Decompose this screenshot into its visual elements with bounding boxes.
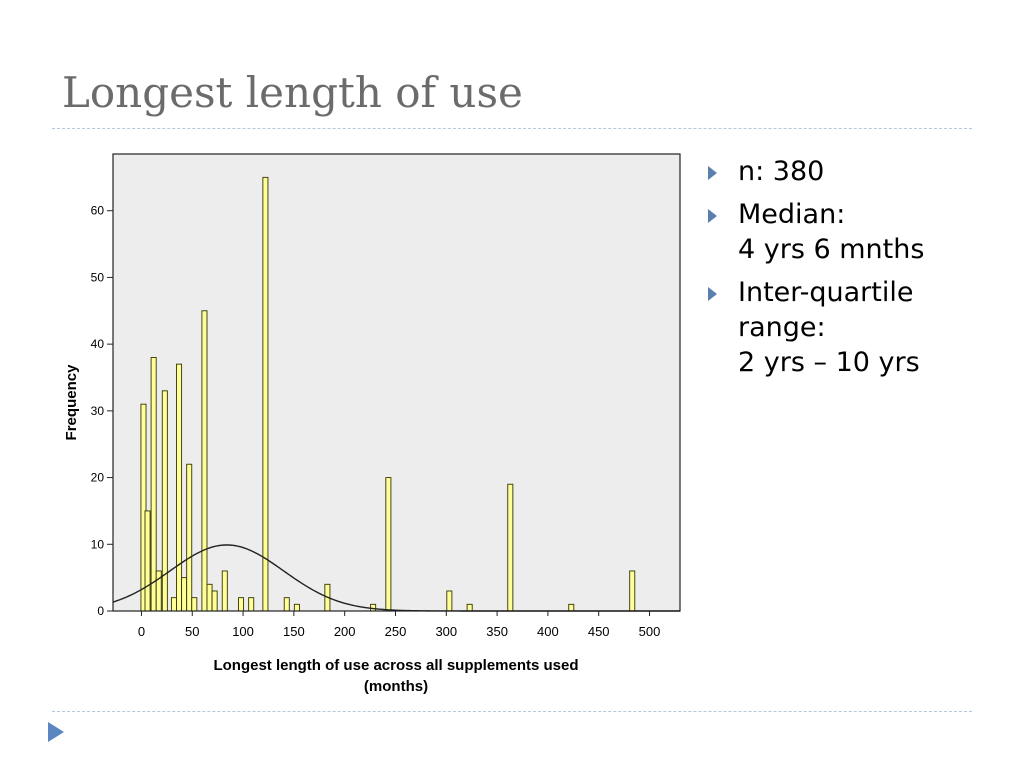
histogram-bar [293,603,300,612]
histogram-bar [150,357,157,612]
x-tick-label: 300 [435,624,457,639]
bullet-line: 4 yrs 6 mnths [738,234,925,265]
bullet-arrow-icon [708,209,717,223]
histogram-bar [181,577,188,612]
histogram-bar [238,597,245,612]
y-tick-label: 20 [91,471,105,485]
histogram-bar [466,603,473,612]
x-axis-label-line-1: Longest length of use across all supplem… [213,657,578,674]
y-tick-label: 40 [91,337,105,351]
x-tick-label: 150 [283,624,305,639]
bullet-line: Inter-quartile [738,277,914,308]
histogram-bar [221,570,228,612]
histogram-bar [176,363,183,612]
histogram-bar [385,477,392,612]
y-tick-label: 10 [91,537,105,551]
histogram-bar [283,597,290,612]
x-tick-label: 50 [185,624,199,639]
histogram-bar [507,483,514,612]
bullet-line: n: 380 [738,156,825,187]
x-tick-label: 350 [486,624,508,639]
histogram-bar [161,390,168,612]
x-tick-label: 100 [232,624,254,639]
slide-nav-arrow-icon[interactable] [48,722,64,742]
bullet-line: range: [738,312,826,343]
footer-divider [52,711,972,712]
x-tick-label: 0 [138,624,145,639]
bullet-arrow-icon [708,166,717,180]
bullet-n: n: 380 [708,154,1008,189]
slide-title: Longest length of use [62,68,523,117]
histogram-bar [206,583,213,612]
summary-bullet-list: n: 380 Median: 4 yrs 6 mnths Inter-quart… [708,154,1008,388]
y-tick-label: 0 [97,604,104,618]
plot-frame [112,153,681,612]
x-tick-label: 400 [537,624,559,639]
x-tick-label: 450 [588,624,610,639]
histogram-bar [248,597,255,612]
histogram-bar [144,510,151,612]
y-tick-label: 60 [91,204,105,218]
y-tick-label: 30 [91,404,105,418]
plot-area [113,154,680,611]
x-tick-label: 200 [334,624,356,639]
bullet-line: Median: [738,199,846,230]
histogram-bar [629,570,636,612]
axes-layer: 0 50 100 150 200 250 300 350 400 450 500 0 10 20 30 40 5… [91,204,661,639]
histogram-bar [262,176,269,612]
x-tick-label: 500 [639,624,661,639]
y-axis-label: Frequency [63,364,80,441]
histogram-bar [191,597,198,612]
y-tick-label: 50 [91,270,105,284]
histogram-bar [186,463,193,612]
histogram-bar [446,590,453,612]
bullet-iqr: Inter-quartile range: 2 yrs – 10 yrs [708,275,1008,380]
histogram-bar [211,590,218,612]
x-axis-label-line-2: (months) [364,678,428,695]
histogram-bar [370,603,377,612]
bullet-median: Median: 4 yrs 6 mnths [708,197,1008,267]
bullet-line: 2 yrs – 10 yrs [738,347,920,378]
title-divider [52,128,972,129]
bullet-arrow-icon [708,287,717,301]
histogram-bar [201,310,208,612]
histogram-bar [170,597,177,612]
x-tick-label: 250 [385,624,407,639]
histogram-bar [568,603,575,612]
